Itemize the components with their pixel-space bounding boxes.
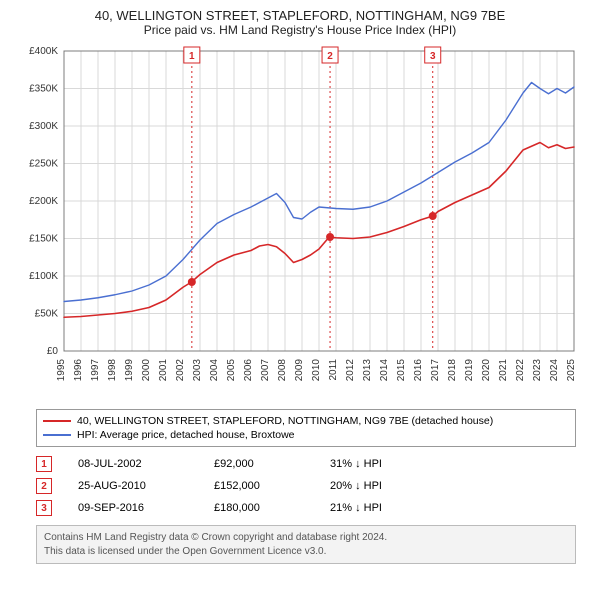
svg-text:1996: 1996 [73,359,84,382]
legend-swatch-hpi [43,434,71,436]
svg-text:1997: 1997 [90,359,101,382]
svg-text:2014: 2014 [379,359,390,382]
svg-text:2023: 2023 [532,359,543,382]
transaction-row: 3 09-SEP-2016 £180,000 21% ↓ HPI [36,497,576,519]
svg-text:3: 3 [430,51,436,62]
transaction-marker: 2 [36,478,52,494]
svg-text:£350K: £350K [29,84,58,95]
svg-text:£250K: £250K [29,159,58,170]
svg-text:2015: 2015 [396,359,407,382]
svg-text:2022: 2022 [515,359,526,382]
svg-text:£400K: £400K [29,46,58,57]
chart-svg: £0 £50K £100K £150K £200K £250K £300K £350K £400… [20,41,580,401]
svg-text:2011: 2011 [328,359,339,381]
svg-text:2007: 2007 [260,359,271,382]
svg-text:£150K: £150K [29,234,58,245]
transaction-marker-num: 1 [41,459,47,470]
transaction-date: 09-SEP-2016 [78,502,188,514]
svg-text:1998: 1998 [107,359,118,382]
svg-text:£300K: £300K [29,121,58,132]
svg-text:1995: 1995 [56,359,67,382]
svg-text:2021: 2021 [498,359,509,382]
svg-text:2000: 2000 [141,359,152,382]
footnote: Contains HM Land Registry data © Crown c… [36,525,576,564]
svg-text:2008: 2008 [277,359,288,382]
svg-text:1999: 1999 [124,359,135,382]
chart-container: 40, WELLINGTON STREET, STAPLEFORD, NOTTI… [0,0,600,570]
transaction-price: £92,000 [214,458,304,470]
svg-text:2001: 2001 [158,359,169,382]
svg-text:2016: 2016 [413,359,424,382]
transaction-row: 1 08-JUL-2002 £92,000 31% ↓ HPI [36,453,576,475]
svg-text:2012: 2012 [345,359,356,382]
svg-text:2003: 2003 [192,359,203,382]
svg-text:£100K: £100K [29,271,58,282]
svg-text:2020: 2020 [481,359,492,382]
transaction-delta: 31% ↓ HPI [330,458,382,470]
transaction-delta: 20% ↓ HPI [330,480,382,492]
legend-label: 40, WELLINGTON STREET, STAPLEFORD, NOTTI… [77,415,493,427]
svg-text:£0: £0 [47,346,59,357]
svg-text:2025: 2025 [566,359,577,382]
svg-text:2017: 2017 [430,359,441,382]
svg-text:2010: 2010 [311,359,322,382]
svg-text:2024: 2024 [549,359,560,382]
transaction-marker-num: 3 [41,503,47,514]
footnote-line: This data is licensed under the Open Gov… [44,545,568,559]
svg-text:£200K: £200K [29,196,58,207]
svg-text:2009: 2009 [294,359,305,382]
svg-text:2006: 2006 [243,359,254,382]
transaction-marker: 1 [36,456,52,472]
chart-title-main: 40, WELLINGTON STREET, STAPLEFORD, NOTTI… [10,8,590,23]
svg-text:1: 1 [189,51,195,62]
svg-text:2013: 2013 [362,359,373,382]
svg-text:£50K: £50K [35,309,59,320]
legend: 40, WELLINGTON STREET, STAPLEFORD, NOTTI… [36,409,576,447]
transaction-delta: 21% ↓ HPI [330,502,382,514]
transaction-date: 08-JUL-2002 [78,458,188,470]
transaction-price: £152,000 [214,480,304,492]
transactions-table: 1 08-JUL-2002 £92,000 31% ↓ HPI 2 25-AUG… [36,453,576,519]
transaction-row: 2 25-AUG-2010 £152,000 20% ↓ HPI [36,475,576,497]
legend-row: 40, WELLINGTON STREET, STAPLEFORD, NOTTI… [43,414,569,428]
svg-text:2: 2 [327,51,333,62]
svg-text:2004: 2004 [209,359,220,382]
plot-area: £0 £50K £100K £150K £200K £250K £300K £350K £400… [20,41,580,401]
svg-text:2018: 2018 [447,359,458,382]
transaction-marker-num: 2 [41,481,47,492]
transaction-price: £180,000 [214,502,304,514]
svg-text:2005: 2005 [226,359,237,382]
svg-text:2019: 2019 [464,359,475,382]
transaction-date: 25-AUG-2010 [78,480,188,492]
svg-text:2002: 2002 [175,359,186,382]
legend-label: HPI: Average price, detached house, Brox… [77,429,295,441]
legend-row: HPI: Average price, detached house, Brox… [43,428,569,442]
transaction-marker: 3 [36,500,52,516]
legend-swatch-price [43,420,71,422]
chart-title-sub: Price paid vs. HM Land Registry's House … [10,23,590,37]
footnote-line: Contains HM Land Registry data © Crown c… [44,531,568,545]
